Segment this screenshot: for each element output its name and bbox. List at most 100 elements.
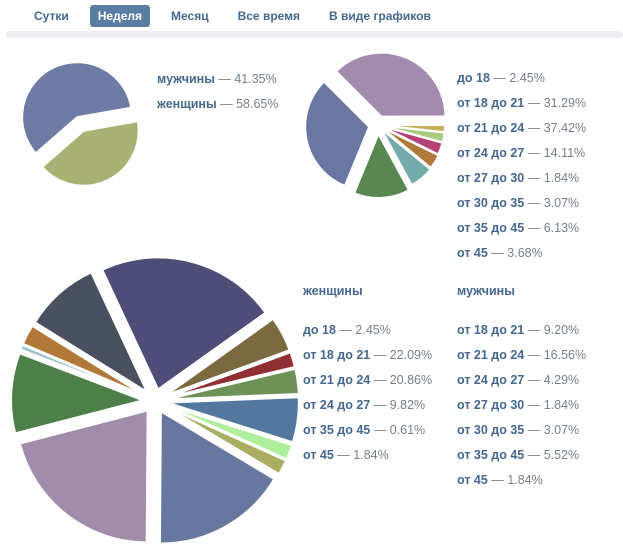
legend-value: — 37.42% (524, 121, 587, 135)
legend-value: — 2.45% (489, 71, 545, 85)
legend-label: от 35 до 45 (457, 448, 525, 462)
legend-item-женщины: от 24 до 27 — 9.82% (303, 393, 432, 418)
legend-label: от 18 до 21 (303, 348, 371, 362)
pie-slice-мужчины-от-27-до-30[interactable] (166, 351, 297, 399)
legend-label: от 24 до 27 (457, 373, 525, 387)
tab-graphs[interactable]: В виде графиков (329, 8, 431, 23)
legend-item-age: от 24 до 27 — 14.11% (457, 141, 586, 166)
legend-item-age: от 45 — 3.68% (457, 241, 586, 266)
gender-pie-chart (21, 61, 140, 187)
legend-item-age: от 21 до 24 — 37.42% (457, 116, 586, 141)
pie-slice-мужчины-от-18-до-21[interactable] (33, 271, 150, 395)
legend-item-женщины: от 18 до 21 — 22.09% (303, 343, 432, 368)
legend-label: от 21 до 24 (303, 373, 371, 387)
legend-item-age: от 30 до 35 — 3.07% (457, 191, 586, 216)
pie-slice-от-24-до-27[interactable] (352, 131, 411, 199)
legend-column-header: мужчины (457, 284, 515, 298)
age-legend: до 18 — 2.45% от 18 до 21 — 31.29% от 21 д… (457, 66, 586, 266)
legend-label: от 24 до 27 (457, 146, 525, 160)
pie-slice-от-35-до-45[interactable] (380, 128, 432, 187)
legend-item-мужчины: от 27 до 30 — 1.84% (457, 393, 586, 418)
legend-value: — 4.29% (524, 373, 580, 387)
legend-item-gender: женщины — 58.65% (157, 92, 279, 117)
legend-value: — 31.29% (524, 96, 587, 110)
legend-value: — 0.61% (370, 423, 426, 437)
legend-item-мужчины: от 30 до 35 — 3.07% (457, 418, 586, 443)
pie-slice-женщины-от-24-до-27[interactable] (10, 352, 147, 435)
legend-item-мужчины: от 18 до 21 — 9.20% (457, 318, 586, 343)
legend-item-age: от 27 до 30 — 1.84% (457, 166, 586, 191)
legend-value: — 1.84% (487, 473, 543, 487)
tab-alltime[interactable]: Все время (237, 8, 301, 23)
legend-item-женщины: от 35 до 45 — 0.61% (303, 418, 432, 443)
gender-legend: мужчины — 41.35% женщины — 58.65% (157, 67, 279, 117)
legend-column-items: до 18 — 2.45% от 18 до 21 — 22.09% от 21 д… (303, 318, 432, 468)
legend-value: — 3.07% (524, 196, 580, 210)
pie-slice-женщины[interactable] (21, 61, 133, 155)
legend-label: от 21 до 24 (457, 121, 525, 135)
legend-value: — 16.56% (524, 348, 587, 362)
men-age-legend: мужчины от 18 до 21 — 9.20% от 21 до 24 — … (457, 279, 586, 493)
legend-label: от 45 (303, 448, 334, 462)
legend-column-items: от 18 до 21 — 9.20% от 21 до 24 — 16.56% о… (457, 318, 586, 493)
pie-slice-мужчины-от-35-до-45[interactable] (166, 396, 300, 444)
tabs-divider (6, 31, 623, 38)
legend-label: от 24 до 27 (303, 398, 371, 412)
legend-item-мужчины: от 24 до 27 — 4.29% (457, 368, 586, 393)
legend-item-gender: мужчины — 41.35% (157, 67, 279, 92)
gender-age-pie-chart (10, 256, 300, 545)
legend-label: женщины (157, 97, 217, 111)
legend-item-age: от 18 до 21 — 31.29% (457, 91, 586, 116)
legend-value: — 9.82% (370, 398, 426, 412)
legend-label: от 21 до 24 (457, 348, 525, 362)
pie-slice-женщины-от-18-до-21[interactable] (100, 256, 267, 391)
legend-item-age: до 18 — 2.45% (457, 66, 586, 91)
legend-value: — 5.52% (524, 448, 580, 462)
legend-item-мужчины: от 45 — 1.84% (457, 468, 586, 493)
pie-slice-мужчины-от-21-до-24[interactable] (158, 409, 276, 545)
legend-value: — 2.45% (335, 323, 391, 337)
legend-label: от 30 до 35 (457, 196, 525, 210)
pie-slice-мужчины-от-45[interactable] (165, 404, 294, 461)
legend-value: — 6.13% (524, 221, 580, 235)
period-tabs-bar: Сутки Неделя Месяц Все время В виде графиков (0, 0, 623, 31)
legend-value: — 58.65% (216, 97, 279, 111)
legend-label: от 27 до 30 (457, 171, 525, 185)
pie-slice-от-45[interactable] (380, 126, 441, 170)
pie-slice-от-21-до-24[interactable] (334, 51, 447, 118)
legend-item-age: от 35 до 45 — 6.13% (457, 216, 586, 241)
pie-slice-мужчины-от-30-до-35[interactable] (166, 367, 300, 401)
legend-label: мужчины (157, 72, 215, 86)
legend-label: до 18 (457, 71, 490, 85)
legend-value: — 20.86% (370, 373, 433, 387)
legend-value: — 9.20% (524, 323, 580, 337)
legend-label: от 45 (457, 246, 488, 260)
legend-label: от 18 до 21 (457, 323, 525, 337)
legend-value: — 3.68% (487, 246, 543, 260)
tab-day[interactable]: Сутки (34, 8, 69, 23)
legend-value: — 1.84% (333, 448, 389, 462)
legend-value: — 22.09% (370, 348, 433, 362)
legend-column-header: женщины (303, 284, 363, 298)
tab-month[interactable]: Месяц (171, 8, 209, 23)
women-age-legend: женщины до 18 — 2.45% от 18 до 21 — 22.09%… (303, 279, 432, 468)
pie-slice-от-18-до-21[interactable] (304, 80, 371, 188)
tab-week[interactable]: Неделя (89, 4, 151, 27)
legend-item-женщины: до 18 — 2.45% (303, 318, 432, 343)
pie-slice-мужчины-от-24-до-27[interactable] (165, 317, 291, 397)
pie-slice-мужчины[interactable] (40, 120, 140, 187)
legend-label: от 35 до 45 (303, 423, 371, 437)
legend-label: до 18 (303, 323, 336, 337)
legend-value: — 14.11% (524, 146, 586, 160)
pie-slice-женщины-от-21-до-24[interactable] (18, 409, 149, 544)
legend-label: от 45 (457, 473, 488, 487)
age-pie-chart (304, 51, 447, 199)
legend-value: — 3.07% (524, 423, 580, 437)
legend-value: — 1.84% (524, 171, 580, 185)
pie-slice-женщины-от-35-до-45[interactable] (19, 343, 145, 398)
legend-item-женщины: от 45 — 1.84% (303, 443, 432, 468)
legend-label: от 18 до 21 (457, 96, 525, 110)
pie-slice-женщины-до-18[interactable] (21, 324, 145, 397)
pie-slice-женщины-от-45[interactable] (165, 405, 288, 476)
legend-label: от 30 до 35 (457, 423, 525, 437)
